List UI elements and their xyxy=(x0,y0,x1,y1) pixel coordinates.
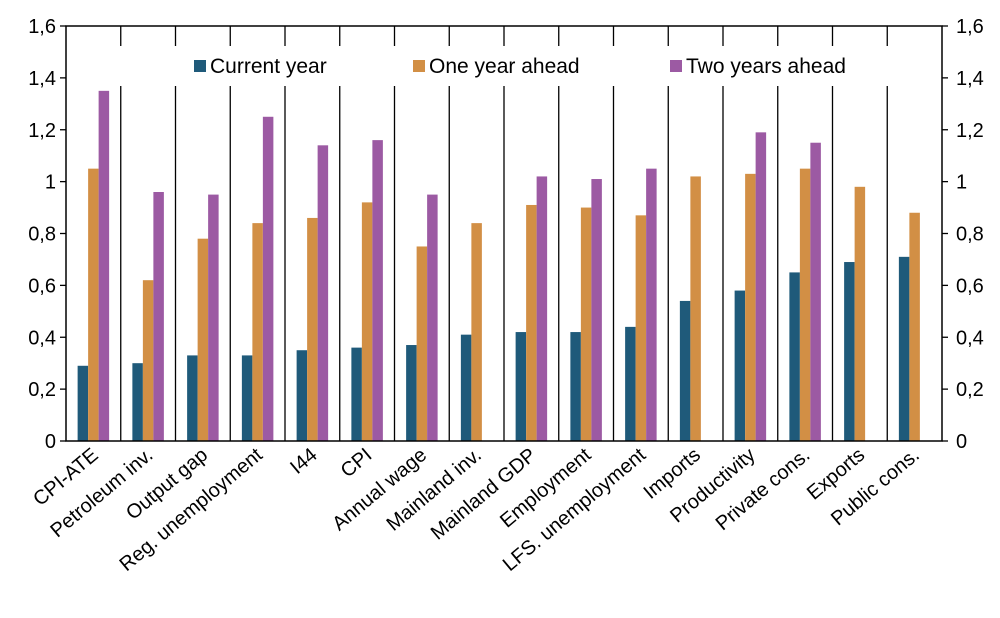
x-tick-label: CPI xyxy=(337,444,377,482)
bar-current-year xyxy=(789,272,800,441)
bar-one-year-ahead xyxy=(635,215,647,441)
legend-swatch xyxy=(413,60,425,72)
bar-one-year-ahead xyxy=(361,202,373,441)
legend-swatch xyxy=(194,60,206,72)
category-separators xyxy=(120,26,888,441)
bar-one-year-ahead xyxy=(745,173,756,441)
bar-one-year-ahead xyxy=(909,212,920,441)
y-tick-label: 0,2 xyxy=(956,379,984,401)
y-tick-label: 1,2 xyxy=(28,120,56,142)
x-tick-label: I44 xyxy=(286,444,321,479)
bar-two-years-ahead xyxy=(427,194,438,441)
bar-current-year xyxy=(241,355,253,441)
right-y-axis: 0 0,2 0,4 0,6 0,8 1 1,2 1,4 1,6 xyxy=(942,16,984,453)
bar-one-year-ahead xyxy=(197,238,209,441)
bar-two-years-ahead xyxy=(262,116,274,441)
bar-current-year xyxy=(515,332,527,441)
y-tick-label: 1,6 xyxy=(956,16,984,38)
bar-two-years-ahead xyxy=(536,176,548,441)
bar-two-years-ahead xyxy=(372,140,383,441)
y-tick-label: 1,6 xyxy=(28,16,56,38)
bar-one-year-ahead xyxy=(690,176,701,441)
bar-current-year xyxy=(625,326,636,441)
bar-one-year-ahead xyxy=(416,246,428,441)
bar-one-year-ahead xyxy=(142,280,154,441)
y-tick-label: 1,4 xyxy=(28,68,56,90)
bar-two-years-ahead xyxy=(317,145,329,441)
bar-current-year xyxy=(351,347,362,441)
y-tick-label: 0,8 xyxy=(956,224,984,246)
y-tick-label: 0,4 xyxy=(28,327,56,349)
left-y-axis: 0 0,2 0,4 0,6 0,8 1 1,2 1,4 1,6 xyxy=(28,16,66,453)
y-tick-label: 1 xyxy=(45,172,56,194)
bar-one-year-ahead xyxy=(799,168,811,441)
legend-label: Current year xyxy=(210,55,327,78)
y-tick-label: 0 xyxy=(956,431,967,453)
bar-two-years-ahead xyxy=(208,194,219,441)
y-tick-label: 1 xyxy=(956,172,967,194)
legend: Current year One year ahead Two years ahea… xyxy=(194,55,846,78)
bar-current-year xyxy=(187,355,198,441)
bar-current-year xyxy=(132,363,143,441)
bar-current-year xyxy=(77,365,89,441)
x-tick-label: Annual wage xyxy=(328,444,431,535)
bar-one-year-ahead xyxy=(252,223,263,441)
bar-current-year xyxy=(679,300,691,441)
y-tick-label: 0,6 xyxy=(956,275,984,297)
bar-current-year xyxy=(734,290,746,441)
y-tick-label: 0,8 xyxy=(28,224,56,246)
y-tick-label: 0,4 xyxy=(956,327,984,349)
bar-current-year xyxy=(570,332,581,441)
bar-one-year-ahead xyxy=(580,207,592,441)
bar-current-year xyxy=(296,350,308,441)
legend-label: One year ahead xyxy=(429,55,580,78)
bars xyxy=(77,90,920,441)
y-tick-label: 1,4 xyxy=(956,68,984,90)
bar-one-year-ahead xyxy=(471,223,482,441)
bar-two-years-ahead xyxy=(591,179,602,441)
bar-two-years-ahead xyxy=(646,168,657,441)
y-tick-label: 0,2 xyxy=(28,379,56,401)
bar-one-year-ahead xyxy=(88,168,99,441)
bar-current-year xyxy=(406,345,417,441)
bar-two-years-ahead xyxy=(153,192,164,441)
legend-label: Two years ahead xyxy=(686,55,846,78)
y-tick-label: 1,2 xyxy=(956,120,984,142)
y-tick-label: 0,6 xyxy=(28,275,56,297)
legend-swatch xyxy=(670,60,682,72)
bar-two-years-ahead xyxy=(98,90,110,441)
bar-two-years-ahead xyxy=(755,132,767,441)
bar-current-year xyxy=(460,334,472,441)
bar-current-year xyxy=(898,256,910,441)
bar-two-years-ahead xyxy=(810,142,821,441)
bar-one-year-ahead xyxy=(526,204,537,441)
bar-one-year-ahead xyxy=(307,217,318,441)
y-tick-label: 0 xyxy=(45,431,56,453)
x-tick-label: Private cons. xyxy=(712,444,815,535)
bar-current-year xyxy=(844,262,855,441)
bar-one-year-ahead xyxy=(854,186,866,441)
